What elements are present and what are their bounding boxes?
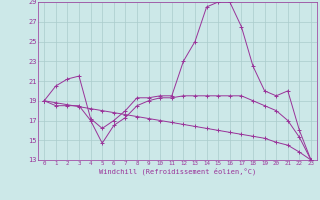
X-axis label: Windchill (Refroidissement éolien,°C): Windchill (Refroidissement éolien,°C) xyxy=(99,168,256,175)
